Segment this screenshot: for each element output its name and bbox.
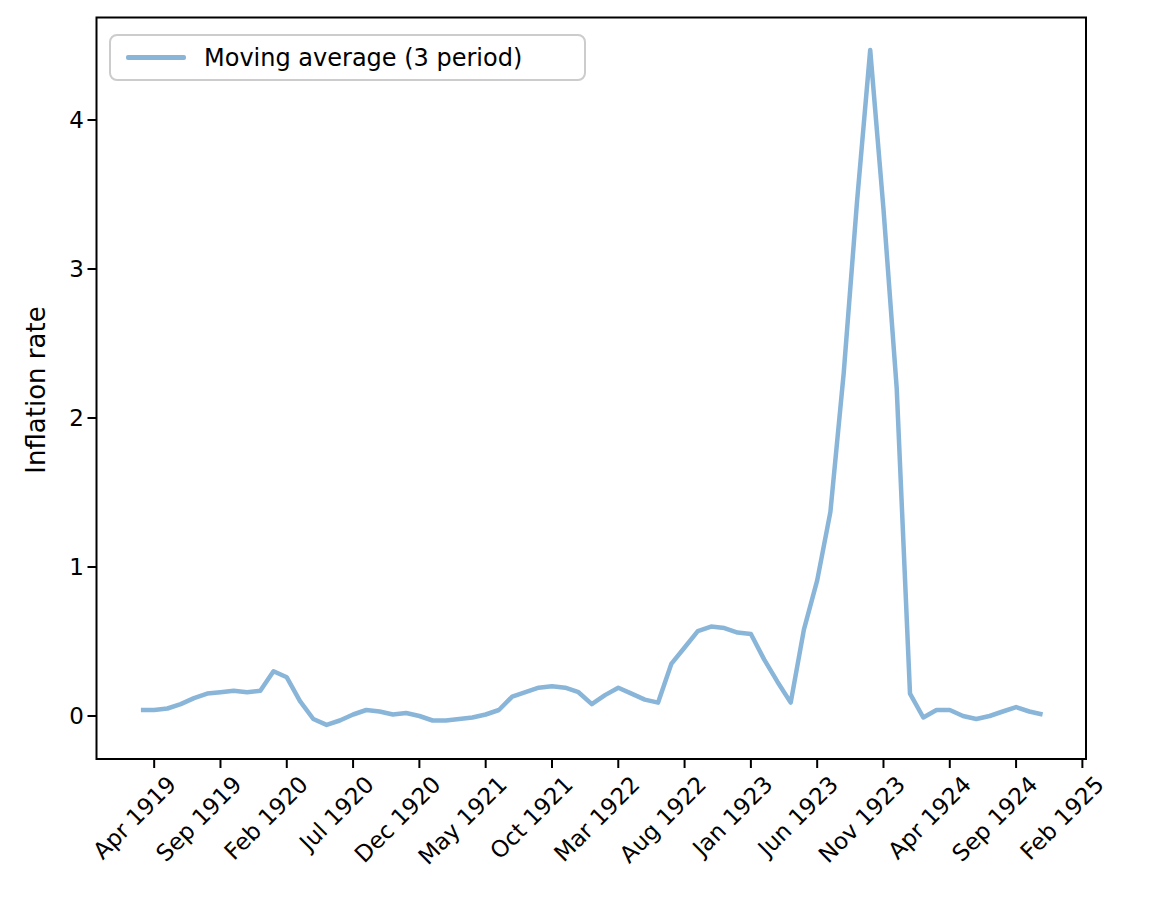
figure: 01234 Apr 1919Sep 1919Feb 1920Jul 1920De… [0,0,1158,915]
y-tick-label: 0 [0,702,84,730]
plot-canvas [0,0,1158,915]
plot-border [97,18,1087,760]
y-tick-label: 1 [0,553,84,581]
legend-line-swatch [126,55,186,60]
legend-label: Moving average (3 period) [204,44,522,72]
y-tick-label: 4 [0,106,84,134]
moving-average-line [141,50,1043,725]
legend: Moving average (3 period) [109,34,586,81]
y-axis-label: Inflation rate [20,240,52,540]
